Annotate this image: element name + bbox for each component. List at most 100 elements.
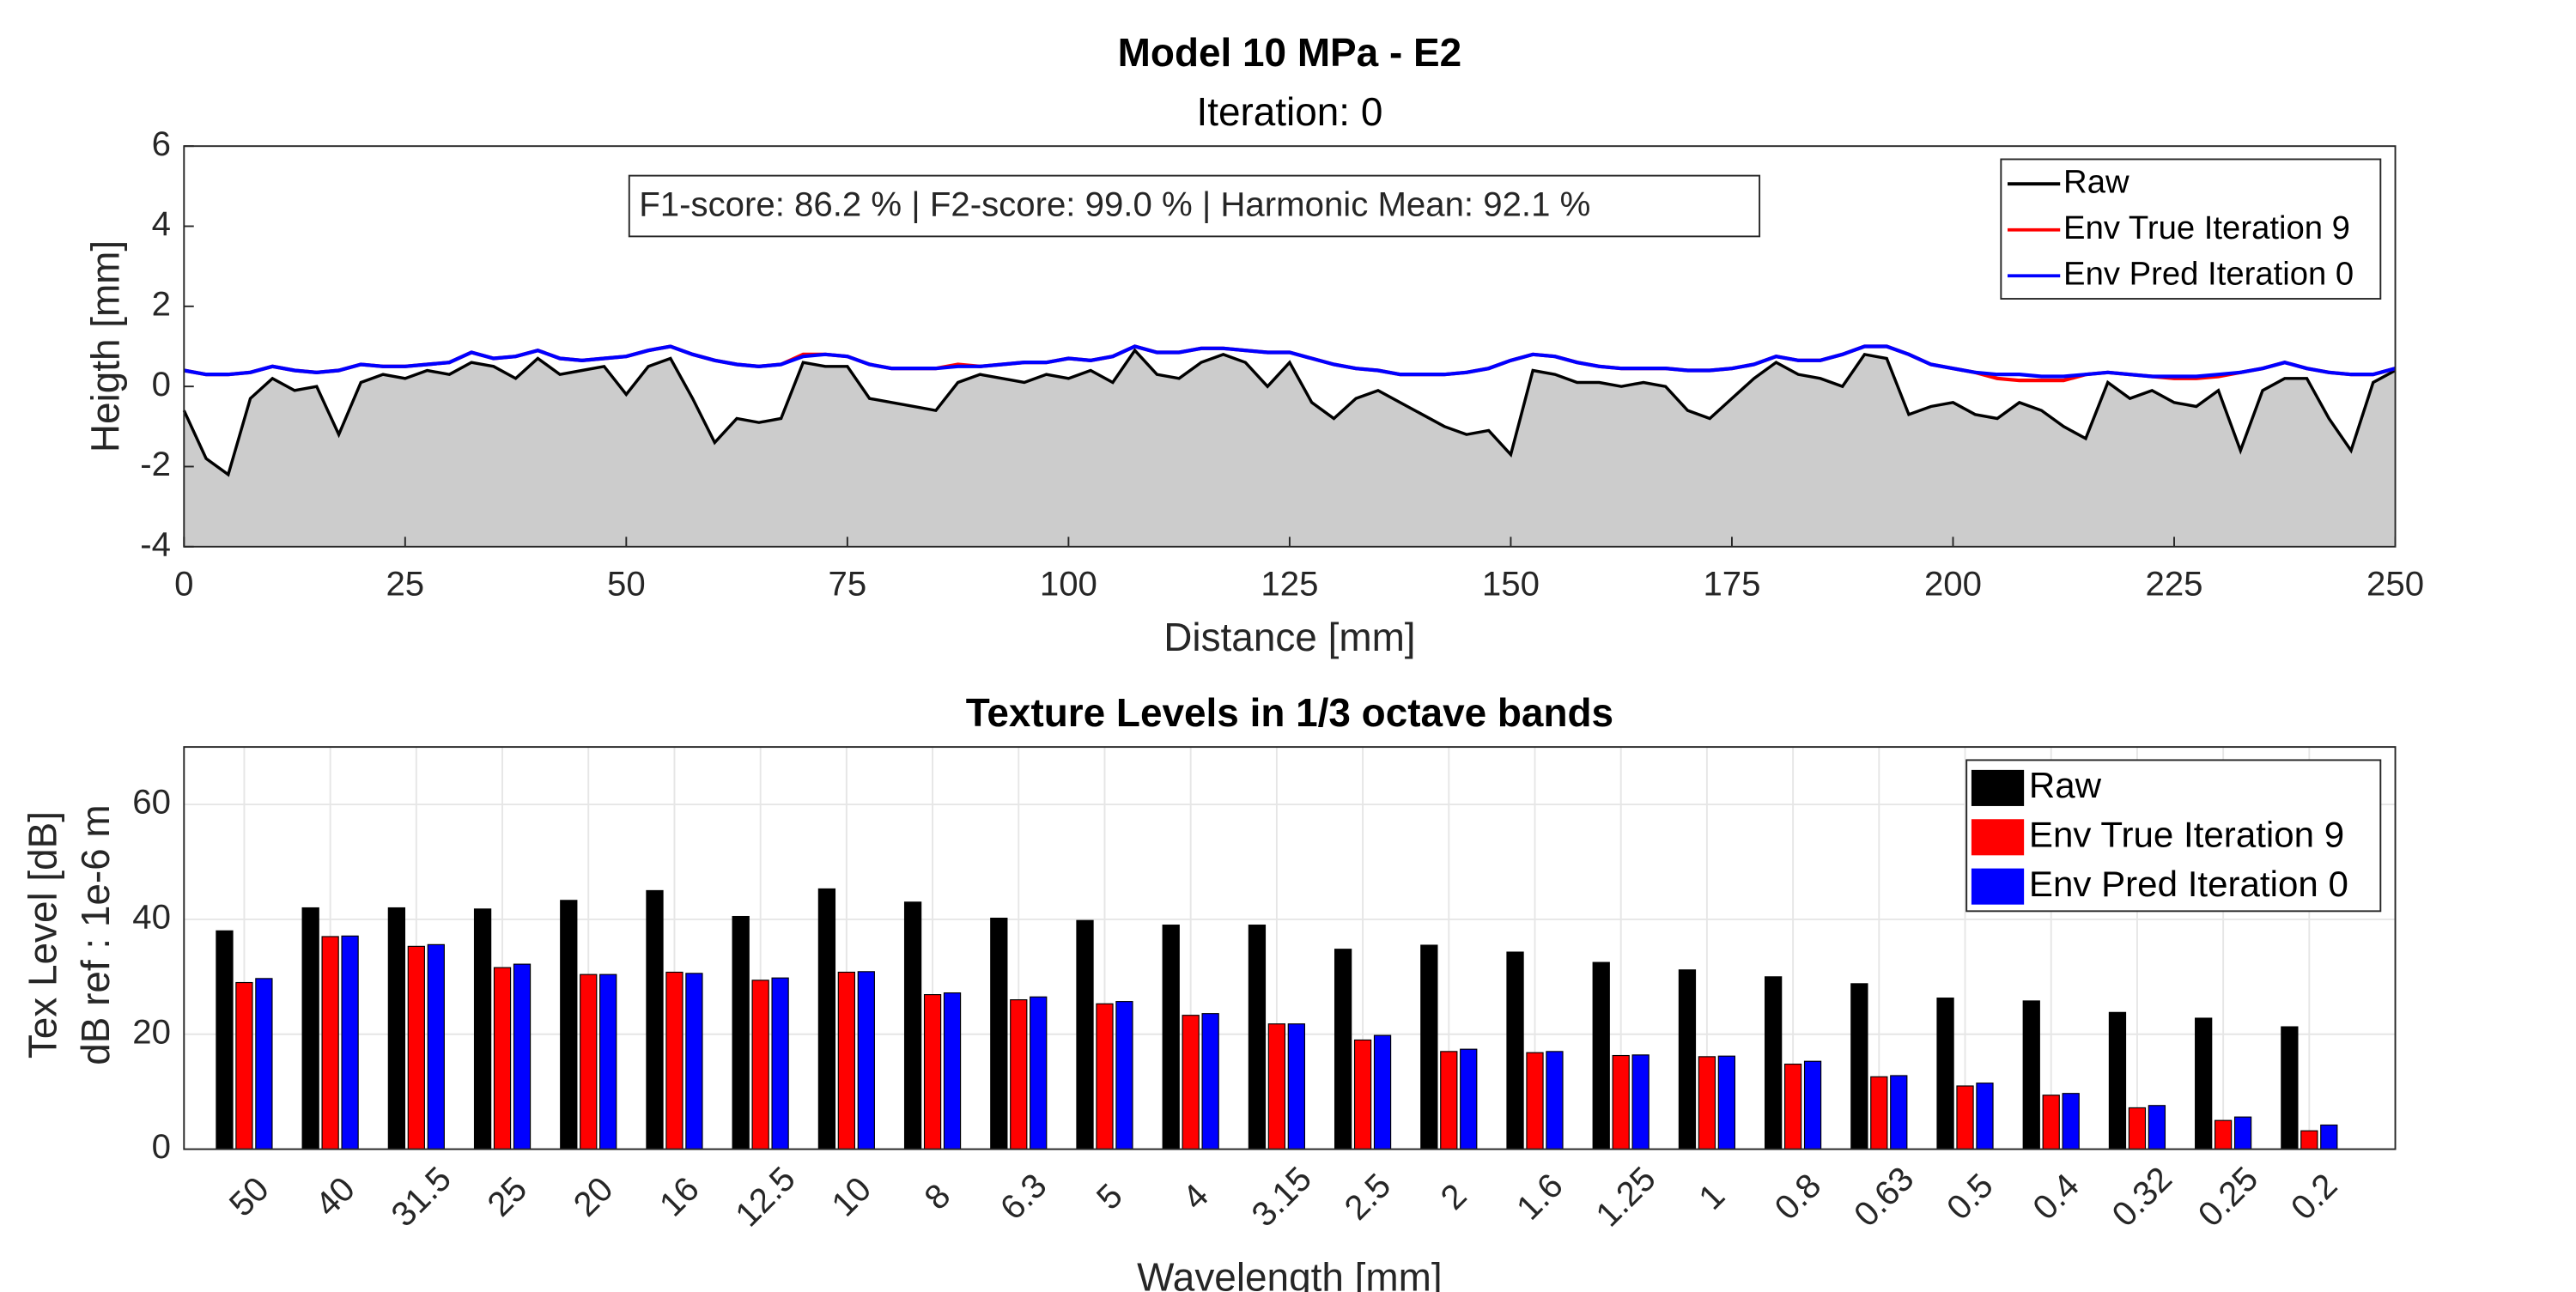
bar [427,943,445,1150]
y-axis-label: Heigth [mm] [82,240,127,452]
bar [2320,1124,2338,1150]
bar [1460,1048,1478,1150]
bar [473,908,492,1150]
legend-swatch [1971,769,2025,806]
bar [732,915,750,1150]
bar [1850,983,1868,1150]
chart-title: Texture Levels in 1/3 octave bands [966,690,1613,735]
chart-title: Model 10 MPa - E2 [1118,30,1461,75]
x-tick-label: 150 [1482,564,1540,603]
bar [255,978,273,1150]
bar [216,930,234,1150]
legend-label: Raw [2063,163,2129,200]
bar [1030,996,1048,1150]
bar [2042,1095,2060,1150]
bar [1612,1054,1630,1150]
bar [1373,1034,1392,1150]
bar [1592,961,1610,1150]
bar [2233,1116,2252,1150]
x-tick-label: 0.4 [2026,1166,2087,1227]
annotation-box [628,174,1761,238]
bar [1506,951,1524,1150]
y-tick-label: 6 [152,124,171,163]
legend-label: Env True Iteration 9 [2029,814,2344,854]
x-tick-label: 5 [1089,1176,1130,1217]
x-tick-label: 8 [917,1176,958,1217]
bar [407,945,425,1150]
legend-label: Env Pred Iteration 0 [2063,255,2354,292]
x-tick-label: 100 [1040,564,1097,603]
y-tick-label: 20 [132,1012,171,1051]
bar [493,967,512,1150]
bar [1631,1054,1649,1150]
legend-label: Env True Iteration 9 [2063,209,2350,246]
bar [646,889,664,1150]
bar [1267,1023,1286,1150]
bar [771,977,789,1150]
series-line [182,348,2397,477]
y-tick-label: 40 [132,898,171,937]
axes-frame [183,145,2397,548]
bar [321,936,339,1150]
raw-area [184,350,2396,547]
bar [2300,1130,2318,1150]
x-tick-label: 2 [1433,1176,1474,1217]
bar [2062,1093,2080,1150]
x-tick-label: 4 [1175,1176,1216,1217]
series-line [183,344,2397,379]
bar [751,980,769,1150]
x-tick-label: 12.5 [728,1159,803,1234]
x-tick-label: 20 [566,1169,620,1223]
legend-label: Env Pred Iteration 0 [2029,864,2348,904]
bar [1870,1076,1888,1150]
x-tick-label: 31.5 [384,1159,459,1234]
bar [1182,1015,1200,1150]
bar [1353,1039,1372,1150]
bar [1717,1055,1736,1150]
x-axis-label: Distance [mm] [1163,615,1415,659]
legend-box [1965,759,2382,913]
bar [817,888,836,1150]
x-tick-label: 50 [222,1169,276,1223]
bar [1287,1023,1305,1150]
bar [1096,1003,1114,1150]
bar [1546,1051,1564,1150]
bar [1440,1051,1458,1150]
bar [1248,925,1267,1150]
annotation: F1-score: 86.2 % | F2-score: 99.0 % | Ha… [639,185,1590,224]
bar [1420,944,1438,1150]
bar [2128,1107,2147,1150]
bar [1115,1001,1133,1150]
y-tick-label: -4 [140,525,171,563]
bar [1334,949,1352,1150]
bar [2022,1000,2040,1150]
bar [235,981,253,1150]
x-tick-label: 0.2 [2283,1166,2344,1227]
bar [665,971,683,1150]
x-tick-label: 175 [1703,564,1760,603]
x-tick-label: 0.25 [2190,1159,2265,1234]
bar [943,992,962,1150]
bar [301,907,319,1150]
bar [990,917,1008,1150]
x-tick-label: 250 [2366,564,2424,603]
y-tick-label: 60 [132,783,171,822]
x-tick-label: 0 [174,564,193,603]
bar [923,994,942,1150]
x-tick-label: 1.25 [1589,1159,1663,1234]
y-tick-label: 0 [152,365,171,403]
legend-swatch [1971,819,2025,856]
x-tick-label: 125 [1261,564,1318,603]
bar [560,900,578,1150]
x-tick-label: 16 [652,1169,706,1223]
bar [1956,1085,1974,1150]
bar [1076,919,1094,1150]
x-tick-label: 1 [1692,1176,1733,1217]
bar [341,935,359,1150]
bar [857,971,875,1150]
bar [903,901,922,1150]
bar [2281,1026,2299,1150]
chart-subtitle: Iteration: 0 [1196,89,1382,134]
bar [1678,969,1697,1150]
